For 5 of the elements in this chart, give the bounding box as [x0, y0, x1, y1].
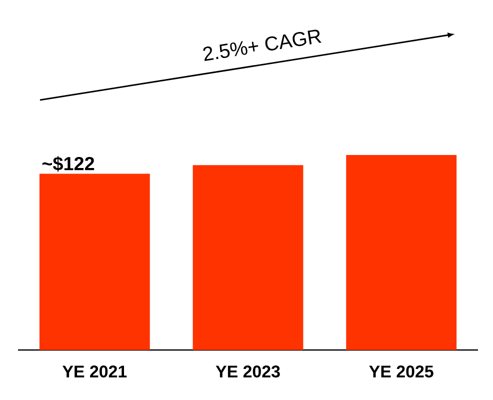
- data-label: ~$122: [42, 156, 94, 172]
- x-tick-label: YE 2023: [216, 366, 280, 378]
- x-tick-label: YE 2021: [62, 366, 127, 378]
- text: 2.5%+ CAGR: [203, 30, 322, 62]
- x-tick-label: YE 2025: [369, 366, 434, 378]
